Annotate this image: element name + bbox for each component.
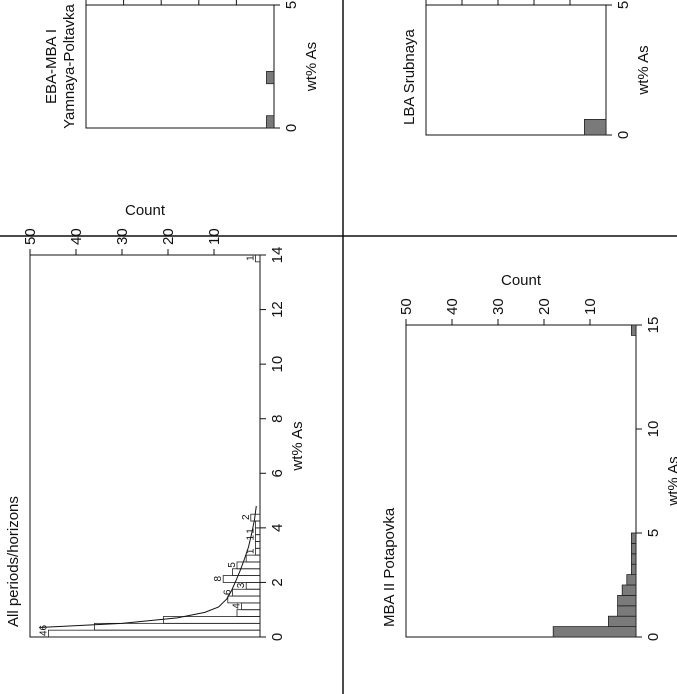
histogram-bar (552, 626, 637, 638)
histogram-bar (607, 615, 637, 628)
histogram-bar (254, 520, 261, 529)
x-tick-label: 5 (283, 1, 300, 9)
fitted-curve (39, 505, 257, 628)
plot-frame (405, 324, 637, 638)
bar-count-label: 1 (245, 548, 256, 554)
histogram-bar (236, 609, 261, 617)
y-axis-label: Count (125, 202, 166, 219)
x-tick-label: 8 (269, 415, 286, 423)
histogram-bar (94, 622, 261, 631)
bar-count-label: 4 (232, 603, 243, 609)
histogram-bar (630, 553, 637, 565)
x-tick-label: 15 (645, 317, 662, 334)
x-tick-label: 6 (269, 469, 286, 477)
bar-count-label: 2 (241, 514, 252, 520)
bar-count-label: 46 (38, 624, 49, 636)
histogram-bar (231, 568, 261, 577)
bar-count-label: 6 (222, 589, 233, 595)
x-tick-label: 10 (645, 421, 662, 438)
histogram-bar (266, 115, 275, 129)
y-tick-label: 20 (536, 298, 553, 315)
x-tick-label: 0 (269, 633, 286, 641)
histogram-bar (222, 575, 261, 583)
chart-title: All periods/horizons (5, 496, 22, 627)
bar-count-label: 1 (245, 255, 256, 261)
histogram-bar (227, 595, 261, 604)
bar-count-label: 3 (236, 582, 247, 588)
chart-title: EBA-MBA I (43, 29, 60, 104)
bar-count-label: 1 (245, 528, 256, 534)
y-tick-label: 30 (490, 298, 507, 315)
histogram-bar (583, 118, 607, 136)
histogram-bar (630, 543, 637, 555)
chart-panel: 0 5 10 15 10 20 30 40 50 wt% As Count MBA II Potapo… (381, 272, 677, 641)
x-axis-label: wt% As (303, 42, 320, 92)
x-tick-label: 14 (269, 247, 286, 264)
y-tick-label: 40 (444, 298, 461, 315)
x-tick-label: 12 (269, 301, 286, 318)
chart-title: LBA Srubnaya (401, 28, 418, 125)
histogram-bar (245, 554, 261, 563)
y-tick-label: 50 (398, 298, 415, 315)
x-tick-label: 0 (645, 633, 662, 641)
x-axis-label: wt% As (665, 456, 677, 506)
chart-title: MBA II Potapovka (381, 507, 398, 627)
histogram-bar (231, 588, 261, 597)
y-tick-label: 40 (68, 228, 85, 245)
x-axis-label: wt% As (635, 45, 652, 95)
histogram-bar (266, 71, 275, 85)
y-axis-label: Count (501, 272, 542, 289)
y-tick-label: 10 (582, 298, 599, 315)
histogram-bar (630, 532, 637, 544)
y-tick-label: 50 (22, 228, 39, 245)
histogram-bar (47, 629, 261, 638)
x-tick-label: 10 (269, 356, 286, 373)
y-tick-label: 10 (206, 228, 223, 245)
histogram-bar (626, 574, 637, 586)
histogram-bar (162, 616, 261, 624)
y-tick-label: 30 (114, 228, 131, 245)
bar-count-label: 5 (227, 562, 238, 568)
histogram-bar (617, 605, 637, 617)
plot-frame (425, 4, 607, 136)
chart-subtitle: Yamnaya-Poltavka (61, 3, 78, 128)
histogram-bar (236, 561, 261, 570)
x-tick-label: 5 (645, 529, 662, 537)
x-axis-label: wt% As (289, 421, 306, 471)
histogram-bar (241, 602, 261, 611)
histogram-bar (630, 563, 637, 575)
x-tick-label: 4 (269, 524, 286, 532)
histogram-bar (254, 541, 261, 549)
histogram-bar (621, 584, 637, 596)
plot-frame (29, 254, 261, 638)
chart-panel: 051020304050wt% AsCountLBA Srubnaya (401, 0, 652, 139)
histogram-bar (254, 254, 261, 263)
chart-panel: 051020304050wt% AsCountEBA-MBA IYamnaya-… (43, 0, 320, 132)
x-tick-label: 2 (269, 578, 286, 586)
x-tick-label: 0 (615, 131, 632, 139)
histogram-bar (617, 594, 637, 607)
x-tick-label: 0 (283, 124, 300, 132)
histogram-bar (630, 324, 637, 336)
histogram-bar (245, 582, 261, 590)
y-tick-label: 20 (160, 228, 177, 245)
bar-count-label: 8 (213, 575, 224, 581)
x-tick-label: 5 (615, 1, 632, 9)
plot-frame (85, 4, 275, 129)
